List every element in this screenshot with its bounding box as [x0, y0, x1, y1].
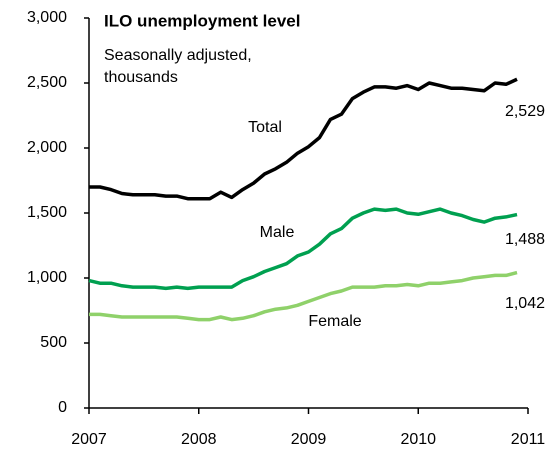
y-tick-label: 2,500	[27, 74, 67, 91]
x-tick-label: 2011	[511, 431, 546, 448]
y-tick-label: 3,000	[27, 9, 67, 26]
series-label: Male	[260, 224, 295, 241]
y-tick-label: 500	[40, 334, 67, 351]
chart-title: ILO unemployment level	[104, 11, 301, 30]
series-line	[89, 270, 518, 322]
data-label: 1,042	[505, 295, 545, 312]
chart-subtitle: thousands	[104, 69, 178, 86]
x-tick-label: 2009	[291, 431, 327, 448]
x-tick-label: 2010	[400, 431, 436, 448]
y-tick-label: 1,500	[27, 204, 67, 221]
y-tick-label: 0	[58, 399, 67, 416]
y-tick-label: 2,000	[27, 139, 67, 156]
series-line	[88, 207, 518, 291]
series-label: Female	[308, 313, 361, 330]
x-tick-label: 2008	[181, 431, 217, 448]
series-line	[89, 77, 518, 201]
data-label: 1,488	[505, 231, 545, 248]
x-tick-label: 2007	[71, 431, 107, 448]
y-tick-label: 1,000	[27, 269, 67, 286]
series-label: Total	[248, 119, 282, 136]
data-label: 2,529	[505, 103, 545, 120]
chart-subtitle: Seasonally adjusted,	[104, 47, 252, 64]
